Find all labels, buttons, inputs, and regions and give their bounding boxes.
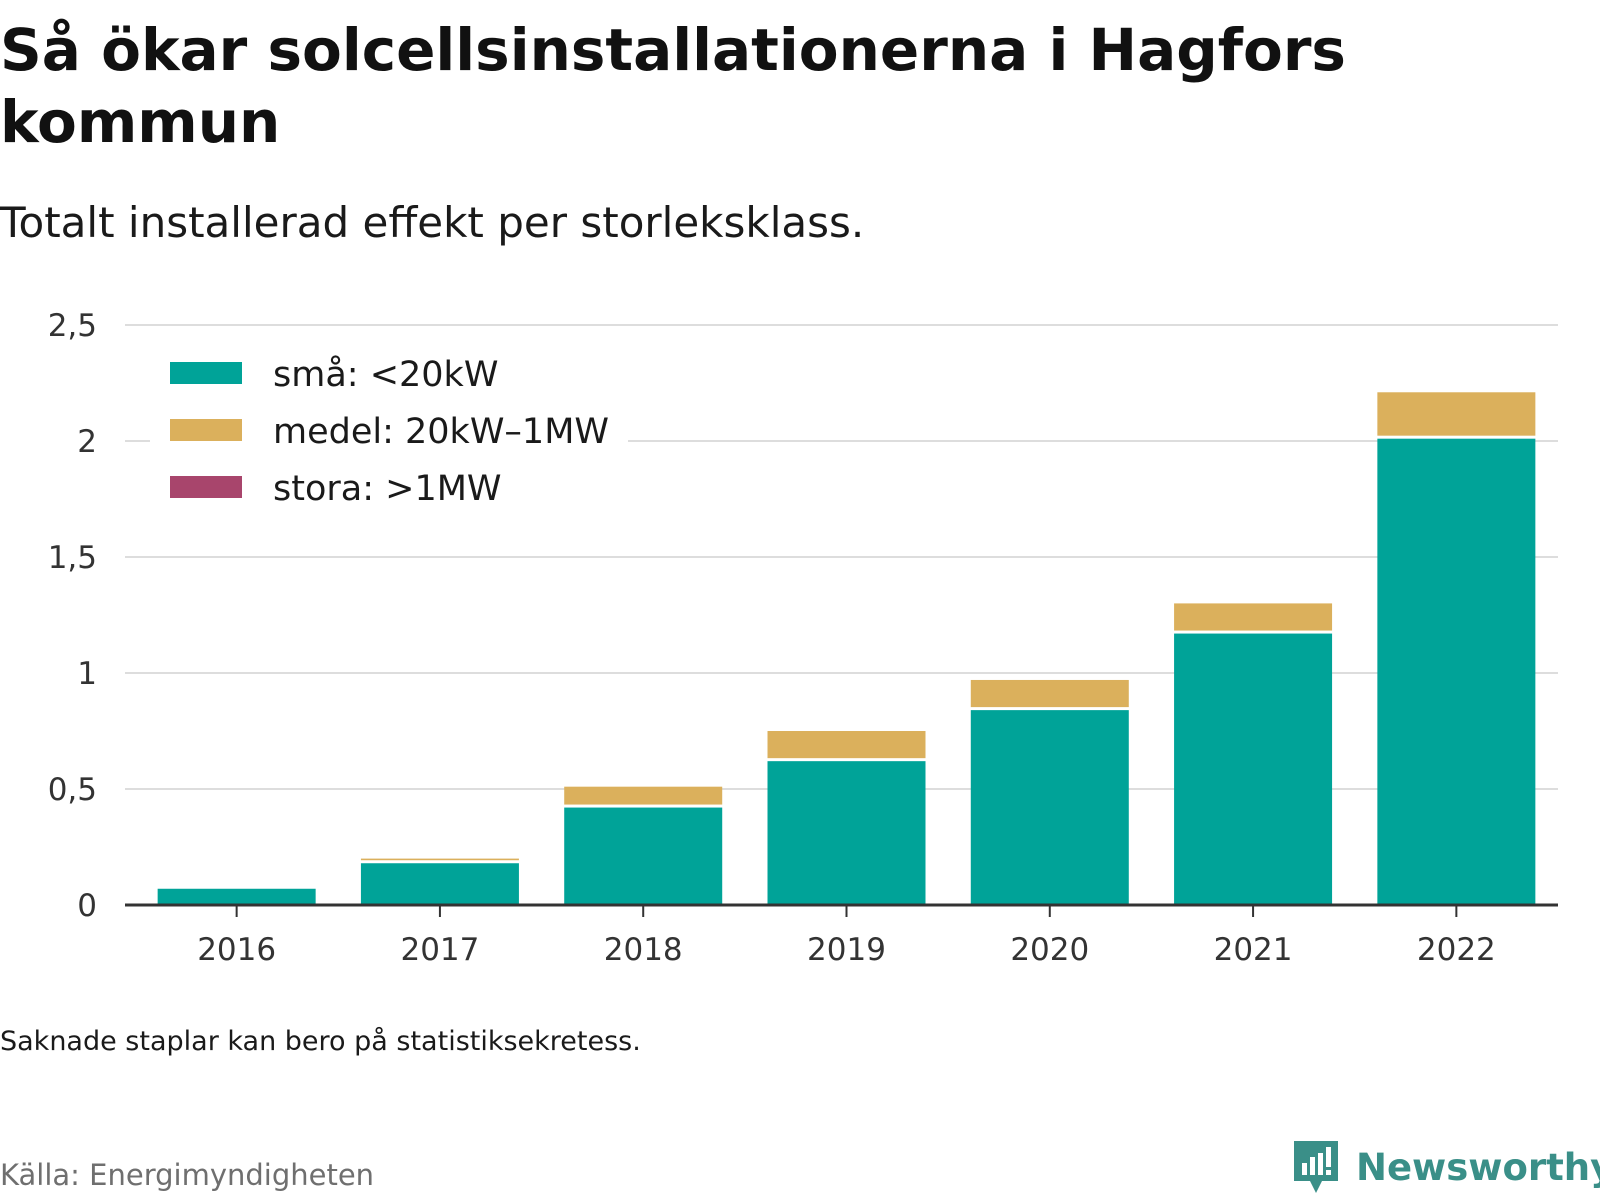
bar-small (157, 888, 316, 905)
legend-label: stora: >1MW (273, 469, 502, 509)
legend-label: medel: 20kW–1MW (273, 412, 609, 452)
y-tick-label: 2,5 (48, 308, 97, 344)
bar-small (767, 761, 926, 905)
x-tick-label: 2022 (1417, 932, 1496, 968)
bar-medium (970, 679, 1129, 708)
bar-medium (1377, 392, 1536, 436)
x-tick-label: 2021 (1214, 932, 1293, 968)
legend-swatch (170, 476, 242, 498)
x-tick-label: 2017 (400, 932, 479, 968)
newsworthy-icon (1294, 1141, 1338, 1193)
bar-small (564, 807, 723, 905)
bar-small (1377, 438, 1536, 905)
stacked-bar-chart: 0 0,5 1 1,5 2 2,5 2016 2017 2018 2019 2020 2021 2022… (48, 308, 1558, 968)
chart-title: Så ökar solcellsinstallationerna i Hagfo… (0, 16, 1346, 156)
bar-small (970, 710, 1129, 905)
y-tick-label: 2 (77, 424, 97, 460)
bar-small (1174, 633, 1333, 905)
legend-swatch (170, 362, 242, 384)
x-tick-label: 2018 (604, 932, 683, 968)
y-tick-label: 1 (77, 656, 97, 692)
bar-medium (564, 786, 723, 805)
legend-label: små: <20kW (273, 354, 498, 395)
brand-name: Newsworthy (1356, 1145, 1600, 1189)
brand-logo: Newsworthy (1290, 1136, 1600, 1198)
x-tick-label: 2020 (1010, 932, 1089, 968)
bar-medium (360, 858, 519, 861)
x-tick-label: 2019 (807, 932, 886, 968)
chart-subtitle: Totalt installerad effekt per storlekskl… (0, 198, 865, 247)
y-tick-label: 0 (77, 888, 97, 924)
footnote: Saknade staplar kan bero på statistiksek… (0, 1026, 641, 1057)
bar-medium (767, 731, 926, 759)
source-label: Källa: Energimyndigheten (0, 1158, 375, 1192)
y-tick-label: 1,5 (48, 540, 97, 576)
x-tick-label: 2016 (197, 932, 276, 968)
legend-swatch (170, 419, 242, 441)
y-tick-label: 0,5 (48, 772, 97, 808)
bar-small (360, 863, 519, 905)
bar-medium (1174, 603, 1333, 631)
